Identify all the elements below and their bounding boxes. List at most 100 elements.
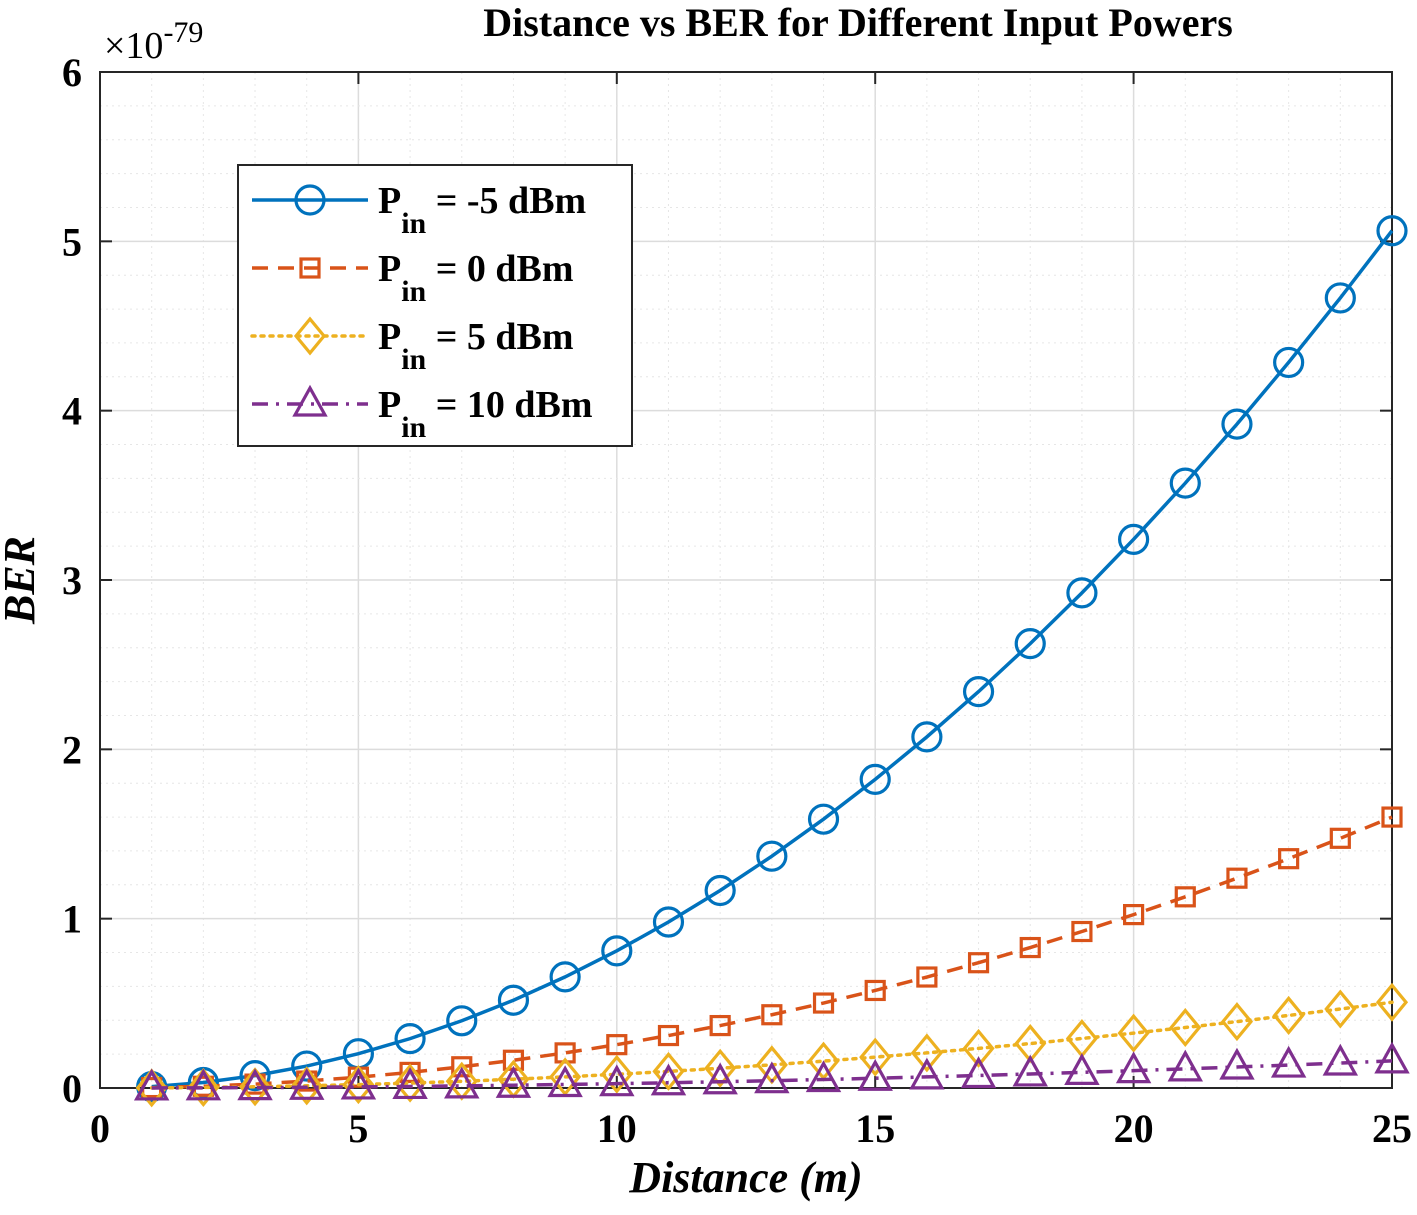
x-tick-label: 15 xyxy=(855,1106,895,1151)
y-axis-label: BER xyxy=(0,536,44,625)
data-point-diamond xyxy=(1375,982,1409,1022)
data-point-triangle xyxy=(1374,1041,1410,1074)
legend-label: Pin = 0 dBm xyxy=(378,248,574,308)
legend-label-subscript: in xyxy=(401,275,426,308)
data-point-square xyxy=(1278,848,1300,870)
y-tick-label: 0 xyxy=(62,1066,82,1111)
data-point-circle xyxy=(549,961,581,993)
data-point-circle xyxy=(601,935,633,967)
data-point-circle xyxy=(291,1050,323,1082)
data-point-triangle xyxy=(805,1060,842,1093)
series-group xyxy=(141,806,1403,1099)
data-point-circle xyxy=(807,803,840,835)
data-point-triangle xyxy=(1012,1054,1048,1087)
data-point-triangle xyxy=(754,1061,790,1094)
legend-label-suffix: = -5 dBm xyxy=(426,180,586,222)
data-point-square xyxy=(1122,904,1145,926)
data-point-square xyxy=(967,952,990,974)
data-point-circle xyxy=(756,840,788,872)
data-point-diamond xyxy=(704,1048,737,1088)
legend-label-subscript: in xyxy=(401,343,426,376)
data-point-triangle xyxy=(650,1063,687,1096)
data-point-diamond xyxy=(652,1051,685,1091)
data-point-square xyxy=(606,1034,628,1056)
legend-label-subscript: in xyxy=(401,411,426,444)
legend-label: Pin = -5 dBm xyxy=(378,180,586,240)
data-point-triangle xyxy=(960,1056,997,1089)
y-tick-label: 5 xyxy=(62,219,82,264)
data-point-triangle xyxy=(185,1068,222,1101)
data-point-square xyxy=(1329,827,1351,849)
data-point-square xyxy=(657,1024,680,1047)
data-point-square xyxy=(244,1073,266,1095)
data-point-triangle xyxy=(289,1068,325,1100)
data-point-square xyxy=(916,966,938,988)
y-axis-exponent: ×10-79 xyxy=(104,16,203,67)
y-tick-label: 4 xyxy=(62,389,82,434)
tick-layer: 0 5 10 15 20 25 0 1 2 3 4 5 6 xyxy=(62,50,1412,1151)
x-tick-label: 5 xyxy=(348,1106,368,1151)
data-point-square xyxy=(812,992,835,1014)
data-point-circle xyxy=(1324,282,1356,314)
data-point-triangle xyxy=(444,1066,480,1099)
data-point-diamond xyxy=(187,1067,220,1107)
data-point-square xyxy=(451,1056,473,1078)
legend-item: Pin = 5 dBm xyxy=(250,316,574,376)
data-point-triangle xyxy=(909,1057,945,1090)
data-point-circle xyxy=(1117,523,1150,555)
data-point-triangle xyxy=(1115,1051,1152,1084)
x-tick-label: 25 xyxy=(1372,1106,1412,1151)
data-point-triangle xyxy=(1064,1053,1100,1085)
data-point-triangle xyxy=(340,1067,377,1100)
legend-label-prefix: P xyxy=(378,248,401,290)
data-point-triangle xyxy=(702,1062,738,1095)
legend-label-subscript: in xyxy=(401,207,426,240)
data-point-diamond xyxy=(1324,989,1357,1029)
data-point-square xyxy=(761,1004,783,1026)
x-axis-label: Distance (m) xyxy=(628,1153,862,1202)
data-point-triangle xyxy=(599,1064,635,1097)
data-point-square xyxy=(1019,936,1041,959)
data-point-triangle xyxy=(1219,1047,1255,1080)
data-point-triangle xyxy=(495,1065,532,1098)
series-group xyxy=(133,1041,1410,1101)
y-tick-label: 3 xyxy=(62,558,82,603)
data-point-circle xyxy=(497,984,530,1016)
data-point-circle xyxy=(239,1060,271,1092)
data-point-diamond xyxy=(293,316,327,356)
data-point-square xyxy=(1381,806,1403,828)
data-point-diamond xyxy=(600,1054,633,1094)
series-line xyxy=(151,1059,1393,1090)
data-point-triangle xyxy=(1322,1043,1359,1076)
data-point-triangle xyxy=(547,1065,583,1098)
data-point-circle xyxy=(1273,346,1305,379)
series-line xyxy=(151,815,1393,1090)
data-point-square xyxy=(1226,867,1248,889)
chart-title: Distance vs BER for Different Input Powe… xyxy=(483,0,1233,45)
data-point-circle xyxy=(294,184,326,216)
data-point-triangle xyxy=(237,1068,273,1101)
data-point-diamond xyxy=(962,1028,995,1068)
legend-label: Pin = 10 dBm xyxy=(378,384,593,444)
legend-item: Pin = 10 dBm xyxy=(252,384,593,444)
data-point-diamond xyxy=(238,1067,272,1107)
data-point-diamond xyxy=(394,1063,427,1103)
data-point-diamond xyxy=(290,1066,323,1106)
data-point-circle xyxy=(704,874,736,907)
data-point-circle xyxy=(962,676,995,708)
legend-item: Pin = 0 dBm xyxy=(252,248,574,308)
legend-label-suffix: = 0 dBm xyxy=(426,248,573,290)
legend-label-prefix: P xyxy=(378,180,401,222)
series-line xyxy=(151,229,1394,1089)
data-point-circle xyxy=(446,1005,478,1037)
data-point-circle xyxy=(394,1023,426,1055)
data-point-circle xyxy=(652,906,685,938)
data-point-square xyxy=(709,1014,731,1037)
data-point-diamond xyxy=(1272,995,1305,1035)
legend-label-prefix: P xyxy=(378,316,401,358)
x-tick-label: 10 xyxy=(597,1106,637,1151)
y-exponent-power: -79 xyxy=(163,16,203,49)
